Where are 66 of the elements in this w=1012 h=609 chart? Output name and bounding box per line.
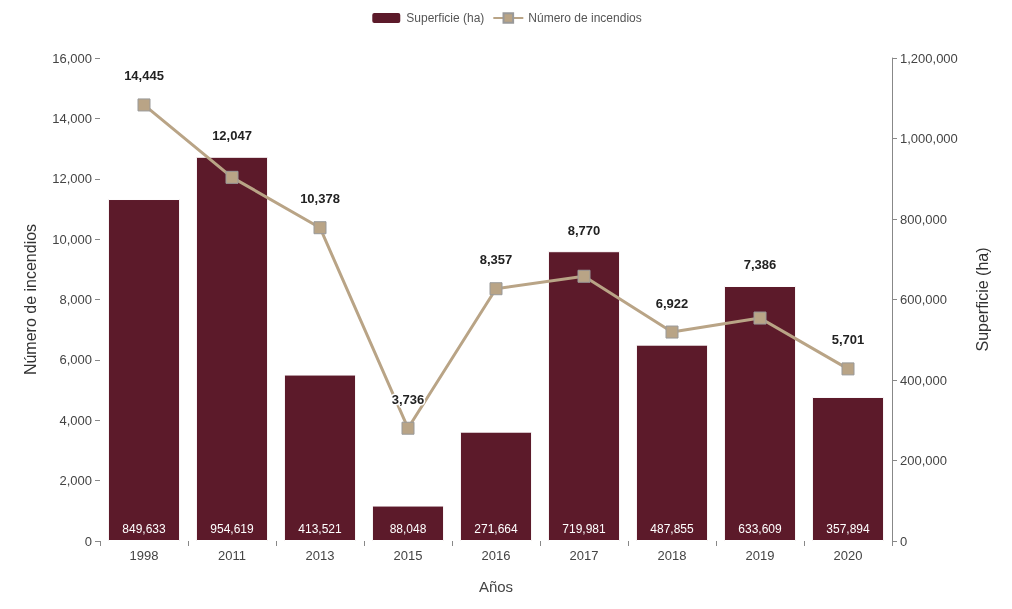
- y-tick-label: 12,000: [52, 171, 92, 187]
- point: [225, 170, 239, 184]
- legend-label: Superficie (ha): [406, 11, 485, 25]
- y-tick-label: 6,000: [59, 352, 92, 368]
- bar: [811, 396, 885, 541]
- y2-tick-label: 0: [900, 533, 908, 549]
- x-tick-label: 2020: [833, 548, 863, 563]
- y-tick-label: 14,000: [52, 110, 92, 126]
- data-label: 357,894: [826, 522, 871, 536]
- point: [665, 325, 679, 339]
- bar: [547, 251, 621, 541]
- y-tick-label: 4,000: [59, 412, 92, 428]
- y-tick-label: 16,000: [52, 50, 92, 66]
- y2-axis-title: Superficie (ha): [973, 247, 991, 352]
- data-label: 719,981: [562, 522, 607, 536]
- data-label: 7,386: [743, 257, 777, 273]
- data-label: 12,047: [212, 128, 252, 144]
- data-label: 8,357: [479, 252, 513, 268]
- x-tick-label: 2018: [657, 548, 687, 563]
- data-label: 271,664: [474, 522, 519, 536]
- y2-tick-label: 600,000: [900, 292, 947, 307]
- y2-tick-label: 800,000: [900, 211, 947, 227]
- x-tick-label: 2016: [481, 548, 511, 563]
- bar: [723, 285, 797, 541]
- y2-tick-label: 400,000: [900, 372, 947, 388]
- point: [313, 221, 327, 235]
- data-label: 3,736: [391, 391, 425, 407]
- bar: [371, 505, 445, 541]
- data-label: 633,609: [738, 522, 783, 536]
- point: [401, 421, 415, 435]
- x-tick-label: 2019: [745, 548, 775, 563]
- y-tick-label: 2,000: [59, 473, 92, 489]
- y-tick-label: 0: [84, 533, 92, 549]
- bar: [283, 374, 357, 541]
- point: [577, 269, 591, 283]
- y2-tick-label: 1,200,000: [900, 50, 958, 66]
- y-tick-label: 8,000: [59, 292, 92, 307]
- x-tick-label: 2011: [218, 548, 246, 563]
- x-axis-title: Años: [478, 578, 514, 595]
- point: [489, 282, 503, 296]
- data-label: 14,445: [124, 68, 164, 84]
- y2-tick-label: 1,000,000: [900, 131, 958, 146]
- x-tick-label: 2013: [305, 548, 335, 563]
- bar: [459, 431, 533, 541]
- x-tick-label: 2015: [393, 548, 423, 563]
- data-label: 6,922: [655, 295, 689, 311]
- data-label: 487,855: [650, 522, 695, 536]
- y-tick-label: 10,000: [52, 231, 92, 247]
- data-label: 8,770: [567, 222, 601, 238]
- data-label: 954,619: [210, 522, 255, 536]
- y-axis-title: Número de incendios: [21, 223, 39, 376]
- x-tick-label: 2017: [569, 548, 599, 563]
- y2-tick-label: 200,000: [900, 453, 947, 468]
- data-label: 10,378: [300, 191, 340, 207]
- data-label: 849,633: [122, 522, 167, 536]
- bar: [195, 156, 269, 541]
- data-label: 5,701: [831, 332, 865, 348]
- point: [841, 362, 855, 376]
- bar: [107, 199, 181, 541]
- data-label: 413,521: [298, 522, 343, 536]
- point: [753, 311, 767, 325]
- x-tick-label: 1998: [129, 548, 159, 563]
- bar: [635, 344, 709, 541]
- legend-label: Número de incendios: [528, 11, 642, 25]
- point: [137, 98, 151, 112]
- data-label: 88,048: [389, 522, 427, 536]
